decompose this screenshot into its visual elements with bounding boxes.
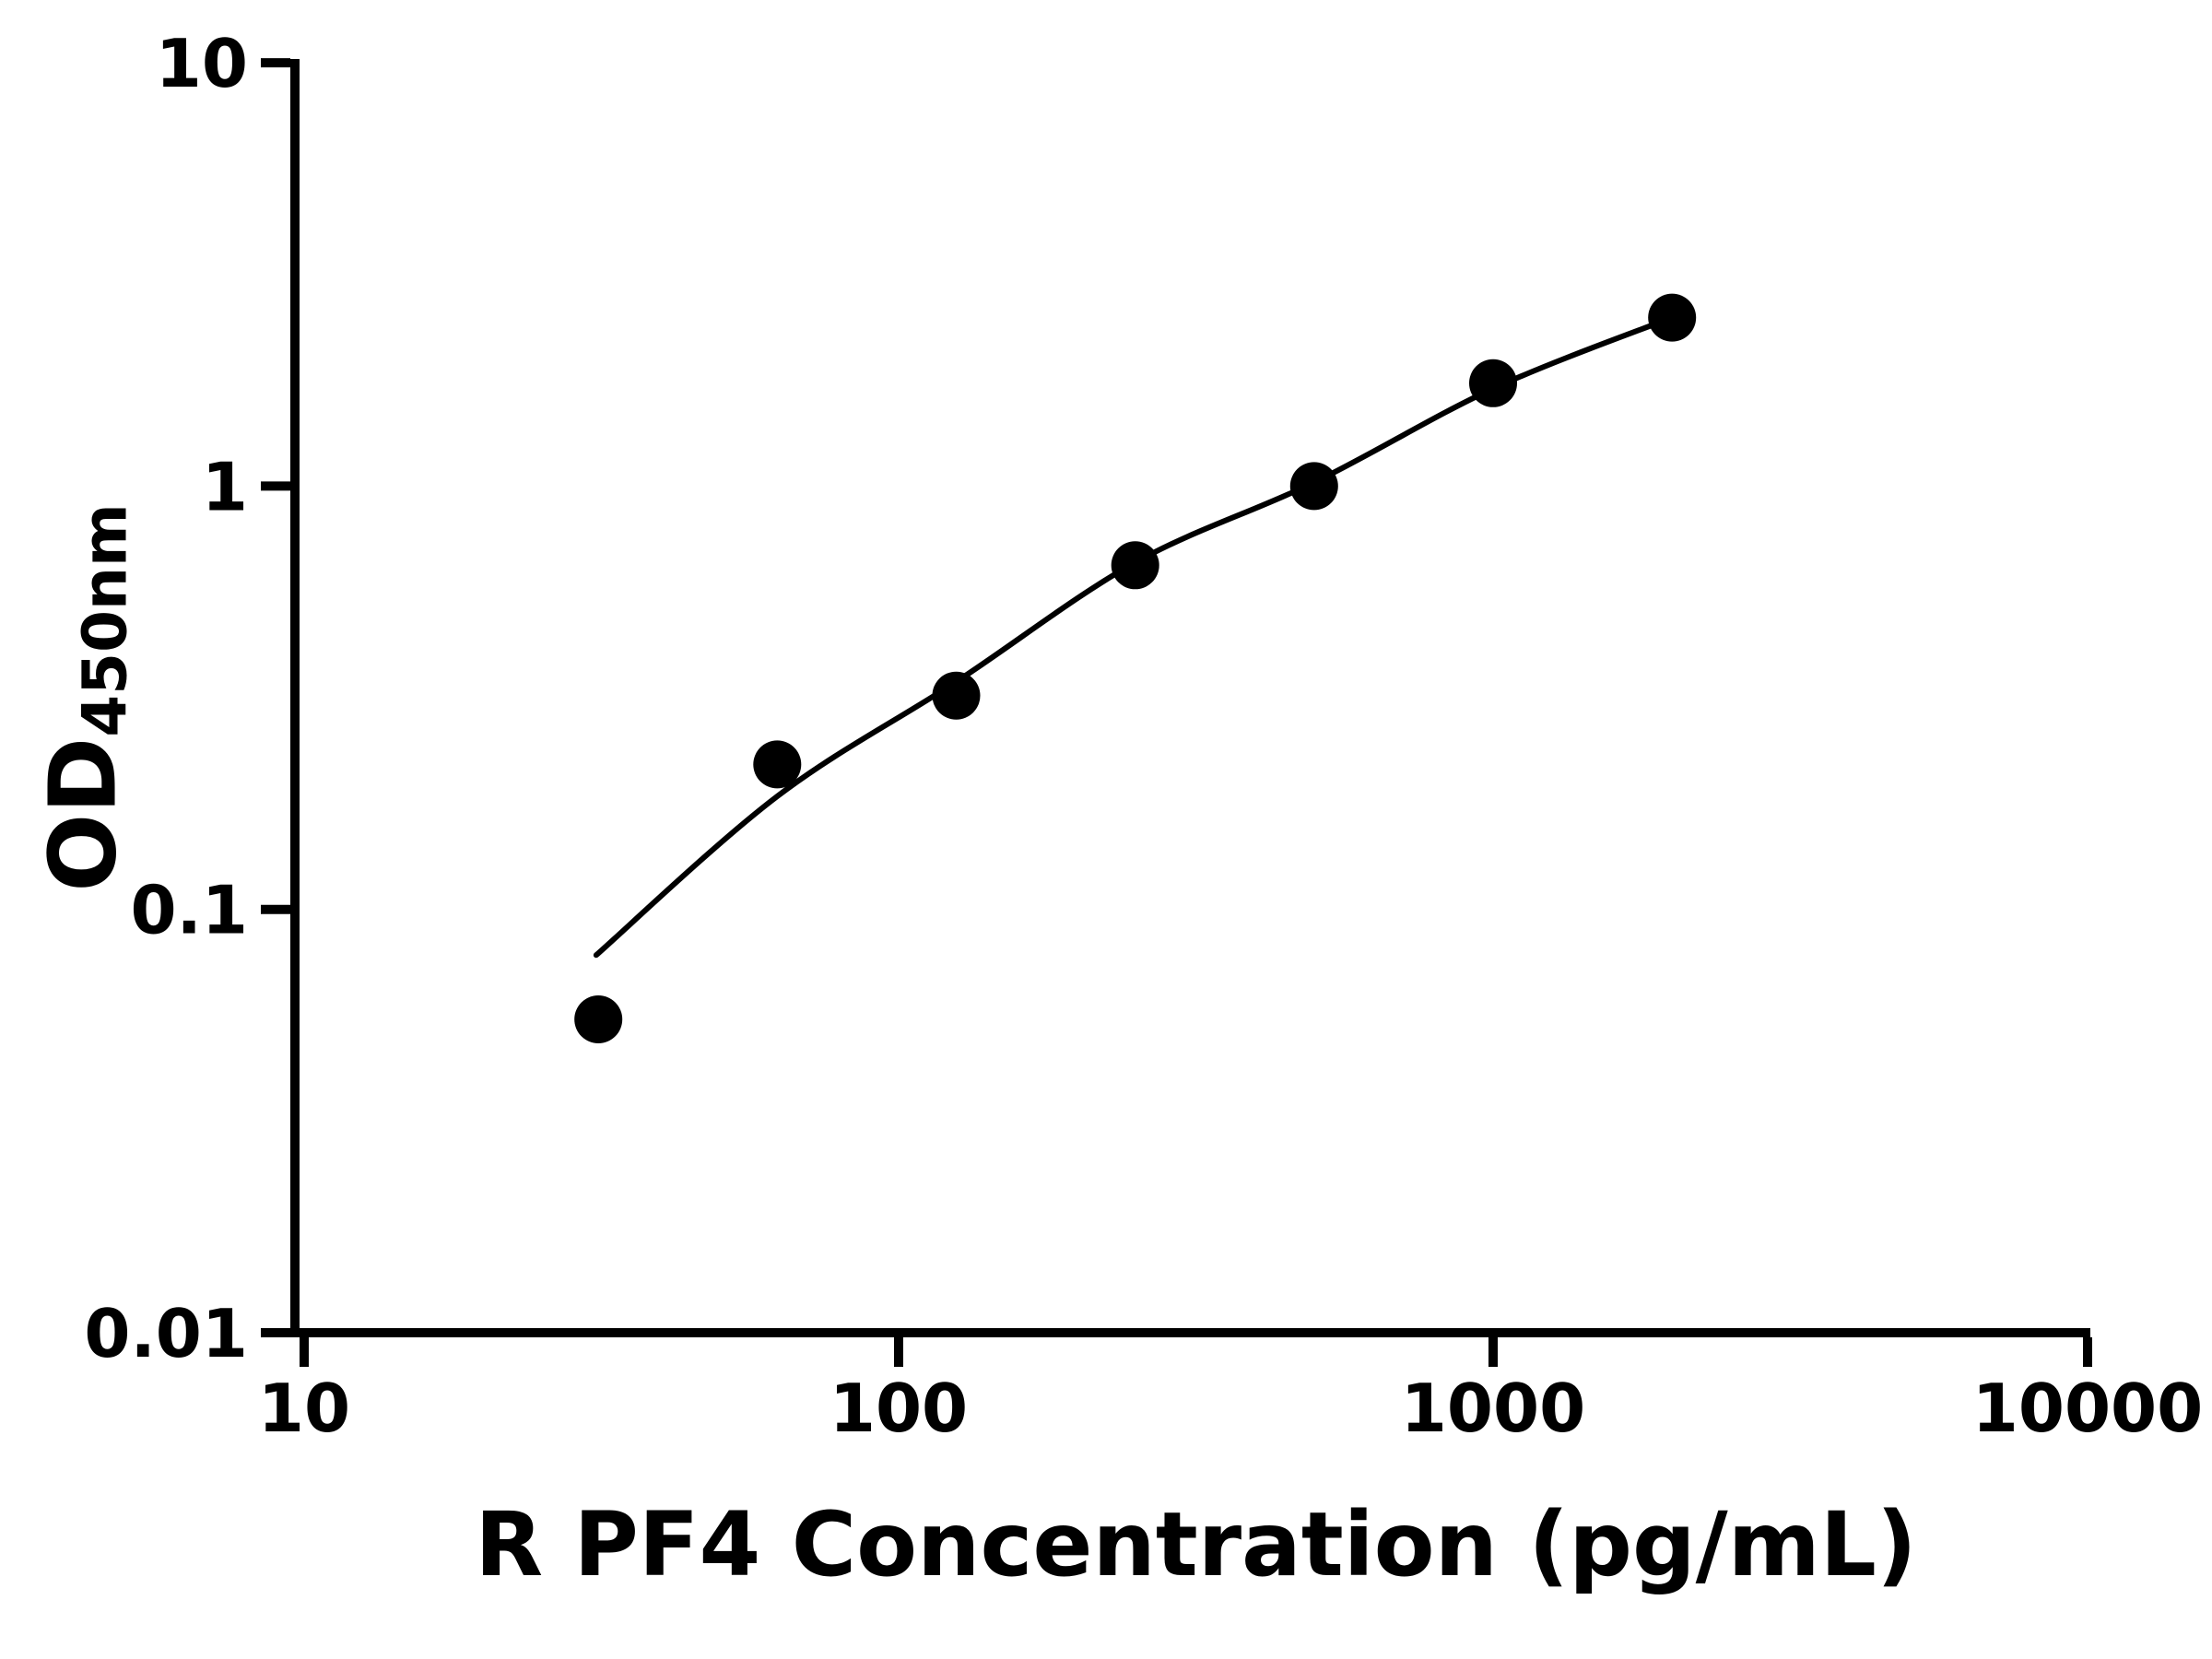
x-axis-label: R PF4 Concentration (pg/mL) bbox=[475, 1493, 1917, 1596]
fit-curve bbox=[593, 314, 1676, 959]
y-axis-label-main: OD bbox=[29, 736, 137, 892]
y-tick-label: 1 bbox=[202, 448, 248, 525]
x-tick-label: 1000 bbox=[1401, 1370, 1585, 1447]
data-point bbox=[1648, 293, 1697, 342]
data-point bbox=[1289, 462, 1338, 511]
data-point bbox=[1469, 359, 1517, 407]
data-point bbox=[574, 995, 623, 1043]
y-axis-label: OD450nm bbox=[29, 503, 141, 892]
x-tick-label: 10 bbox=[258, 1370, 350, 1447]
x-tick-label: 100 bbox=[830, 1370, 968, 1447]
y-tick-label: 0.01 bbox=[84, 1295, 248, 1372]
data-point bbox=[1111, 541, 1159, 590]
x-tick-label: 10000 bbox=[1972, 1370, 2204, 1447]
y-tick-label: 0.1 bbox=[130, 872, 248, 949]
y-axis-label-subscript: 450nm bbox=[69, 503, 141, 737]
y-tick-label: 10 bbox=[156, 25, 248, 102]
data-point bbox=[932, 671, 981, 720]
data-point bbox=[753, 740, 802, 789]
